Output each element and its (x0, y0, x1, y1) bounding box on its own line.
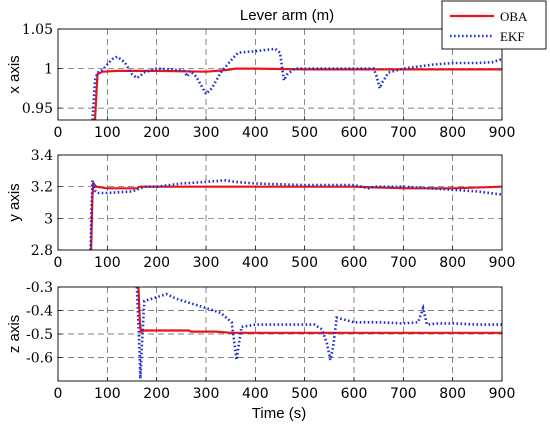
x-axis-label: Time (s) (252, 405, 306, 422)
series-ekf-line-y (89, 178, 502, 250)
x-tick-label: 0 (54, 386, 63, 402)
y-tick-label: 1.05 (22, 22, 53, 38)
y-tick-label: 1 (44, 62, 53, 78)
x-tick-label: 900 (489, 386, 516, 402)
panel-x: 0 100 200 300 400 500 600 700 800 900 0.95 1 1.05 x a… (6, 22, 515, 141)
legend-box (441, 0, 547, 50)
x-tick-label: 300 (193, 255, 220, 271)
series-oba-line-x (93, 67, 502, 120)
y-tick-label: 3 (44, 211, 53, 227)
y-tick-label: -0.3 (26, 280, 53, 296)
y-axis-label-x: x axis (6, 55, 23, 93)
chart-legend: OBA EKF (441, 0, 547, 50)
legend-label-ekf: EKF (500, 29, 525, 44)
x-tick-label: 400 (242, 125, 269, 141)
x-tick-label: 800 (439, 255, 466, 271)
series-oba-line-y (90, 180, 502, 250)
legend-label-oba: OBA (500, 9, 528, 24)
x-tick-label: 700 (390, 125, 417, 141)
x-tick-label: 900 (489, 125, 516, 141)
x-tick-label: 0 (54, 125, 63, 141)
x-tick-label: 200 (143, 255, 170, 271)
x-tick-label: 500 (291, 255, 318, 271)
x-tick-label: 700 (390, 255, 417, 271)
y-tick-label: -0.5 (26, 327, 53, 343)
y-axis-label-z: z axis (6, 315, 23, 353)
y-tick-label: -0.4 (26, 304, 53, 320)
x-tick-label: 600 (341, 125, 368, 141)
x-tick-label: 600 (341, 255, 368, 271)
y-tick-label: -0.6 (26, 351, 53, 367)
axes-frame-y (57, 154, 503, 251)
y-tick-label: 2.8 (31, 243, 53, 259)
x-tick-label: 300 (193, 386, 220, 402)
series-oba-line-z (137, 287, 502, 334)
panel-y: 0 100 200 300 400 500 600 700 800 900 2.8 3 3.2 3.4 y … (6, 148, 515, 271)
x-tick-label: 700 (390, 386, 417, 402)
x-tick-label: 600 (341, 386, 368, 402)
x-tick-label: 0 (54, 255, 63, 271)
x-tick-label: 200 (143, 125, 170, 141)
x-tick-label: 800 (439, 125, 466, 141)
x-tick-label: 500 (291, 125, 318, 141)
x-tick-label: 100 (94, 125, 121, 141)
y-tick-label: 0.95 (22, 101, 53, 117)
x-tick-label: 400 (242, 386, 269, 402)
x-tick-label: 200 (143, 386, 170, 402)
y-tick-label: 3.4 (31, 148, 53, 164)
y-tick-label: 3.2 (31, 180, 53, 196)
x-tick-label: 300 (193, 125, 220, 141)
chart-title: Lever arm (m) (240, 7, 334, 24)
x-tick-label: 900 (489, 255, 516, 271)
axes-frame-x (57, 28, 503, 121)
x-tick-label: 400 (242, 255, 269, 271)
y-axis-label-y: y axis (6, 183, 23, 221)
x-tick-label: 100 (94, 386, 121, 402)
x-tick-label: 100 (94, 255, 121, 271)
series-ekf-line-x (91, 47, 502, 120)
x-tick-label: 800 (439, 386, 466, 402)
x-tick-label: 500 (291, 386, 318, 402)
panel-z: 0 100 200 300 400 500 600 700 800 900 -0.6 -0.5 -0.4… (6, 280, 515, 402)
